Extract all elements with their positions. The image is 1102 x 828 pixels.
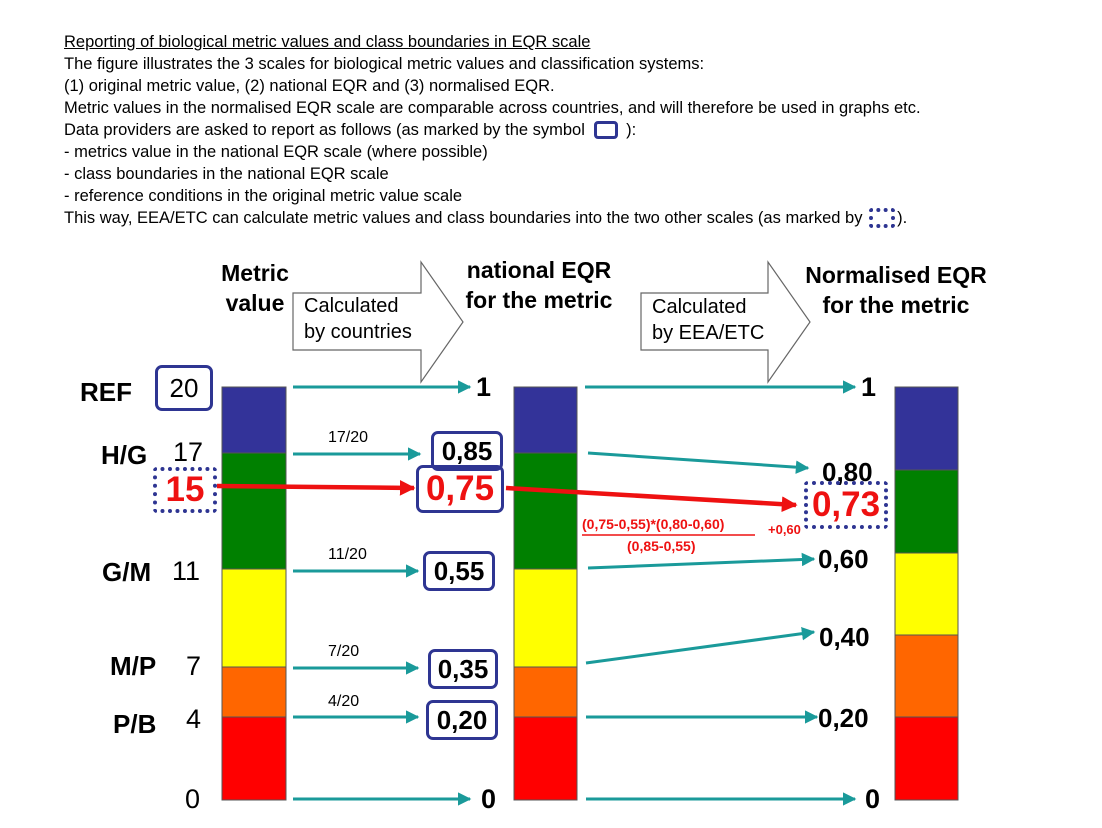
- solid-box-symbol: [593, 121, 618, 139]
- boundary-ref: REF: [80, 377, 132, 407]
- arrow-label-line: Calculated: [304, 295, 399, 317]
- block-arrow-eea: [640, 260, 811, 384]
- class-moderate: [894, 552, 959, 636]
- metric-header: Metric value: [214, 258, 296, 318]
- national-value-zero: 0: [481, 784, 497, 814]
- national-mp-box: 0,35: [428, 649, 498, 689]
- arrow-label-line: by EEA/ETC: [652, 322, 765, 344]
- national-value-gm: 0,55: [433, 555, 485, 586]
- arrow-label-line: by countries: [304, 321, 412, 343]
- boundary-mp: M/P: [110, 651, 157, 681]
- example-arrow-1: [216, 479, 416, 496]
- dotted-box-symbol: [869, 208, 896, 228]
- intro-line-text: This way, EEA/ETC can calculate metric v…: [64, 209, 863, 227]
- metric-ref-box: 20: [155, 365, 213, 411]
- normalised-value-example: 0,73: [811, 485, 881, 524]
- national-value-example: 0,75: [425, 469, 495, 508]
- class-high: [894, 386, 959, 471]
- intro-text: Reporting of biological metric values an…: [64, 31, 1084, 229]
- class-good: [513, 452, 578, 570]
- national-value-top: 1: [476, 372, 492, 402]
- arrow-label-line: Calculated: [652, 296, 747, 318]
- arrow-hg-2: [587, 451, 810, 474]
- class-poor: [221, 666, 287, 718]
- metric-value-example: 15: [165, 470, 205, 509]
- metric-value-zero: 0: [185, 784, 201, 814]
- national-value-pb: 0,20: [436, 704, 488, 735]
- intro-line: - class boundaries in the national EQR s…: [64, 165, 389, 183]
- normalised-header-line: Normalised EQR: [805, 262, 987, 288]
- intro-line-text: Data providers are asked to report as fo…: [64, 121, 585, 139]
- boundary-hg: H/G: [101, 440, 148, 470]
- class-high: [221, 386, 287, 454]
- national-value-mp: 0,35: [437, 653, 489, 684]
- metric-header-line: value: [225, 290, 285, 316]
- block-arrow-eea-label: Calculated by EEA/ETC: [652, 294, 764, 346]
- intro-line: Metric values in the normalised EQR scal…: [64, 99, 921, 117]
- normalised-header-line: for the metric: [822, 292, 970, 318]
- class-poor: [513, 666, 578, 718]
- metric-value-mp: 7: [186, 651, 202, 681]
- formula-denominator: (0,85-0,55): [627, 538, 696, 554]
- intro-line: - metrics value in the national EQR scal…: [64, 143, 488, 161]
- arrow-mp-2: [585, 626, 816, 665]
- metric-header-line: Metric: [221, 260, 289, 286]
- national-header: national EQR for the metric: [448, 255, 630, 315]
- normalised-example-box: 0,73: [804, 481, 888, 529]
- example-arrow-2: [505, 485, 798, 513]
- intro-line: (1) original metric value, (2) national …: [64, 77, 555, 95]
- fraction-gm: 11/20: [328, 546, 367, 563]
- boundary-pb: P/B: [113, 709, 157, 739]
- class-high: [513, 386, 578, 454]
- block-arrow-countries-label: Calculated by countries: [304, 293, 412, 345]
- metric-example-box: 15: [153, 467, 217, 513]
- metric-value-gm: 11: [172, 556, 201, 586]
- block-arrow-countries: [292, 260, 464, 384]
- class-bad: [513, 716, 578, 801]
- class-bad: [221, 716, 287, 801]
- intro-line: - reference conditions in the original m…: [64, 187, 463, 205]
- national-example-box: 0,75: [416, 465, 504, 513]
- intro-line: This way, EEA/ETC can calculate metric v…: [64, 207, 1084, 229]
- normalised-value-mp: 0,40: [819, 622, 870, 652]
- national-hg-box: 0,85: [431, 431, 503, 471]
- class-bad: [894, 716, 959, 801]
- national-header-line: for the metric: [465, 287, 613, 313]
- normalised-value-pb: 0,20: [818, 703, 869, 733]
- class-moderate: [221, 568, 287, 668]
- normalised-header: Normalised EQR for the metric: [786, 260, 1006, 320]
- intro-line: Data providers are asked to report as fo…: [64, 119, 1084, 141]
- metric-value-hg: 17: [173, 437, 204, 467]
- class-good: [894, 469, 959, 554]
- normalised-value-gm: 0,60: [818, 544, 869, 574]
- fraction-hg: 17/20: [328, 429, 369, 446]
- fraction-pb: 4/20: [328, 693, 360, 710]
- national-pb-box: 0,20: [426, 700, 498, 740]
- formula-numerator: (0,75-0,55)*(0,80-0,60): [582, 516, 725, 532]
- metric-value-ref: 20: [169, 372, 199, 403]
- national-header-line: national EQR: [466, 257, 612, 283]
- arrow-gm-2: [587, 552, 816, 570]
- national-scale-bar: [513, 386, 578, 801]
- formula-addend: +0,60: [768, 522, 801, 537]
- normalised-value-zero: 0: [865, 784, 881, 814]
- national-value-hg: 0,85: [441, 435, 493, 466]
- class-good: [221, 452, 287, 570]
- class-poor: [894, 634, 959, 718]
- fraction-mp: 7/20: [328, 643, 360, 660]
- intro-line: The figure illustrates the 3 scales for …: [64, 55, 705, 73]
- intro-line-text: ):: [626, 121, 637, 139]
- national-gm-box: 0,55: [423, 551, 495, 591]
- intro-line-text: ).: [897, 209, 908, 227]
- intro-heading: Reporting of biological metric values an…: [64, 33, 591, 51]
- metric-value-pb: 4: [186, 704, 202, 734]
- normalised-scale-bar: [894, 386, 959, 801]
- normalised-value-top: 1: [861, 372, 877, 402]
- metric-scale-bar: [221, 386, 287, 801]
- boundary-gm: G/M: [102, 557, 152, 587]
- class-moderate: [513, 568, 578, 668]
